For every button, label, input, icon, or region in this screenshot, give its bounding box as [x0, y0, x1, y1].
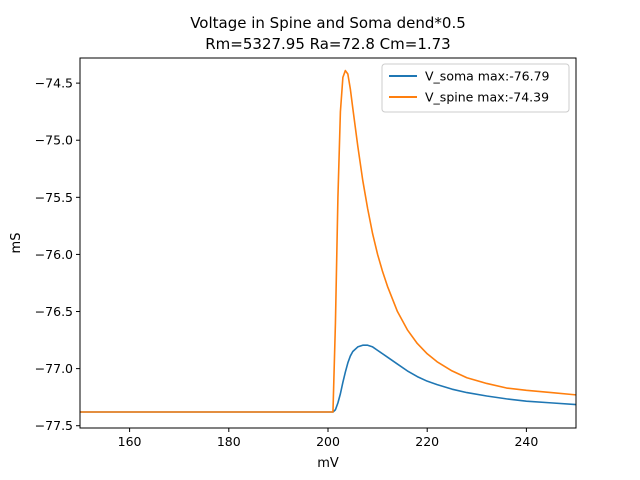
x-tick-label: 240 — [514, 434, 538, 449]
y-tick-label: −75.0 — [35, 133, 73, 148]
chart-subtitle: Rm=5327.95 Ra=72.8 Cm=1.73 — [205, 35, 450, 53]
x-tick-label: 180 — [217, 434, 241, 449]
series-line-1 — [80, 69, 576, 413]
legend-box — [381, 63, 570, 113]
y-tick-label: −77.0 — [35, 361, 73, 376]
y-axis-label: mS — [9, 233, 24, 254]
y-tick-label: −76.0 — [35, 247, 73, 262]
y-tick-label: −75.5 — [35, 190, 73, 205]
legend-label-spine: V_spine max:-74.39 — [425, 90, 549, 105]
x-axis-label: mV — [317, 456, 339, 471]
x-tick-label: 160 — [118, 434, 142, 449]
chart-title: Voltage in Spine and Soma dend*0.5 — [190, 14, 466, 32]
series-line-0 — [80, 344, 576, 413]
legend-label-soma: V_soma max:-76.79 — [425, 69, 550, 84]
y-tick-label: −76.5 — [35, 304, 73, 319]
x-tick-label: 200 — [316, 434, 340, 449]
y-tick-label: −74.5 — [35, 76, 73, 91]
legend: V_soma max:-76.79 V_spine max:-74.39 — [381, 63, 570, 113]
plot-area: 160 180 200 220 240 −77.5 −77.0 −76.5 −76.0 −75.5… — [35, 57, 577, 449]
x-tick-label: 220 — [415, 434, 439, 449]
y-tick-label: −77.5 — [35, 418, 73, 433]
